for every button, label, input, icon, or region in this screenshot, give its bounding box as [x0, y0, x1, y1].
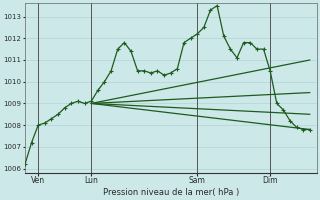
X-axis label: Pression niveau de la mer( hPa ): Pression niveau de la mer( hPa )	[103, 188, 239, 197]
